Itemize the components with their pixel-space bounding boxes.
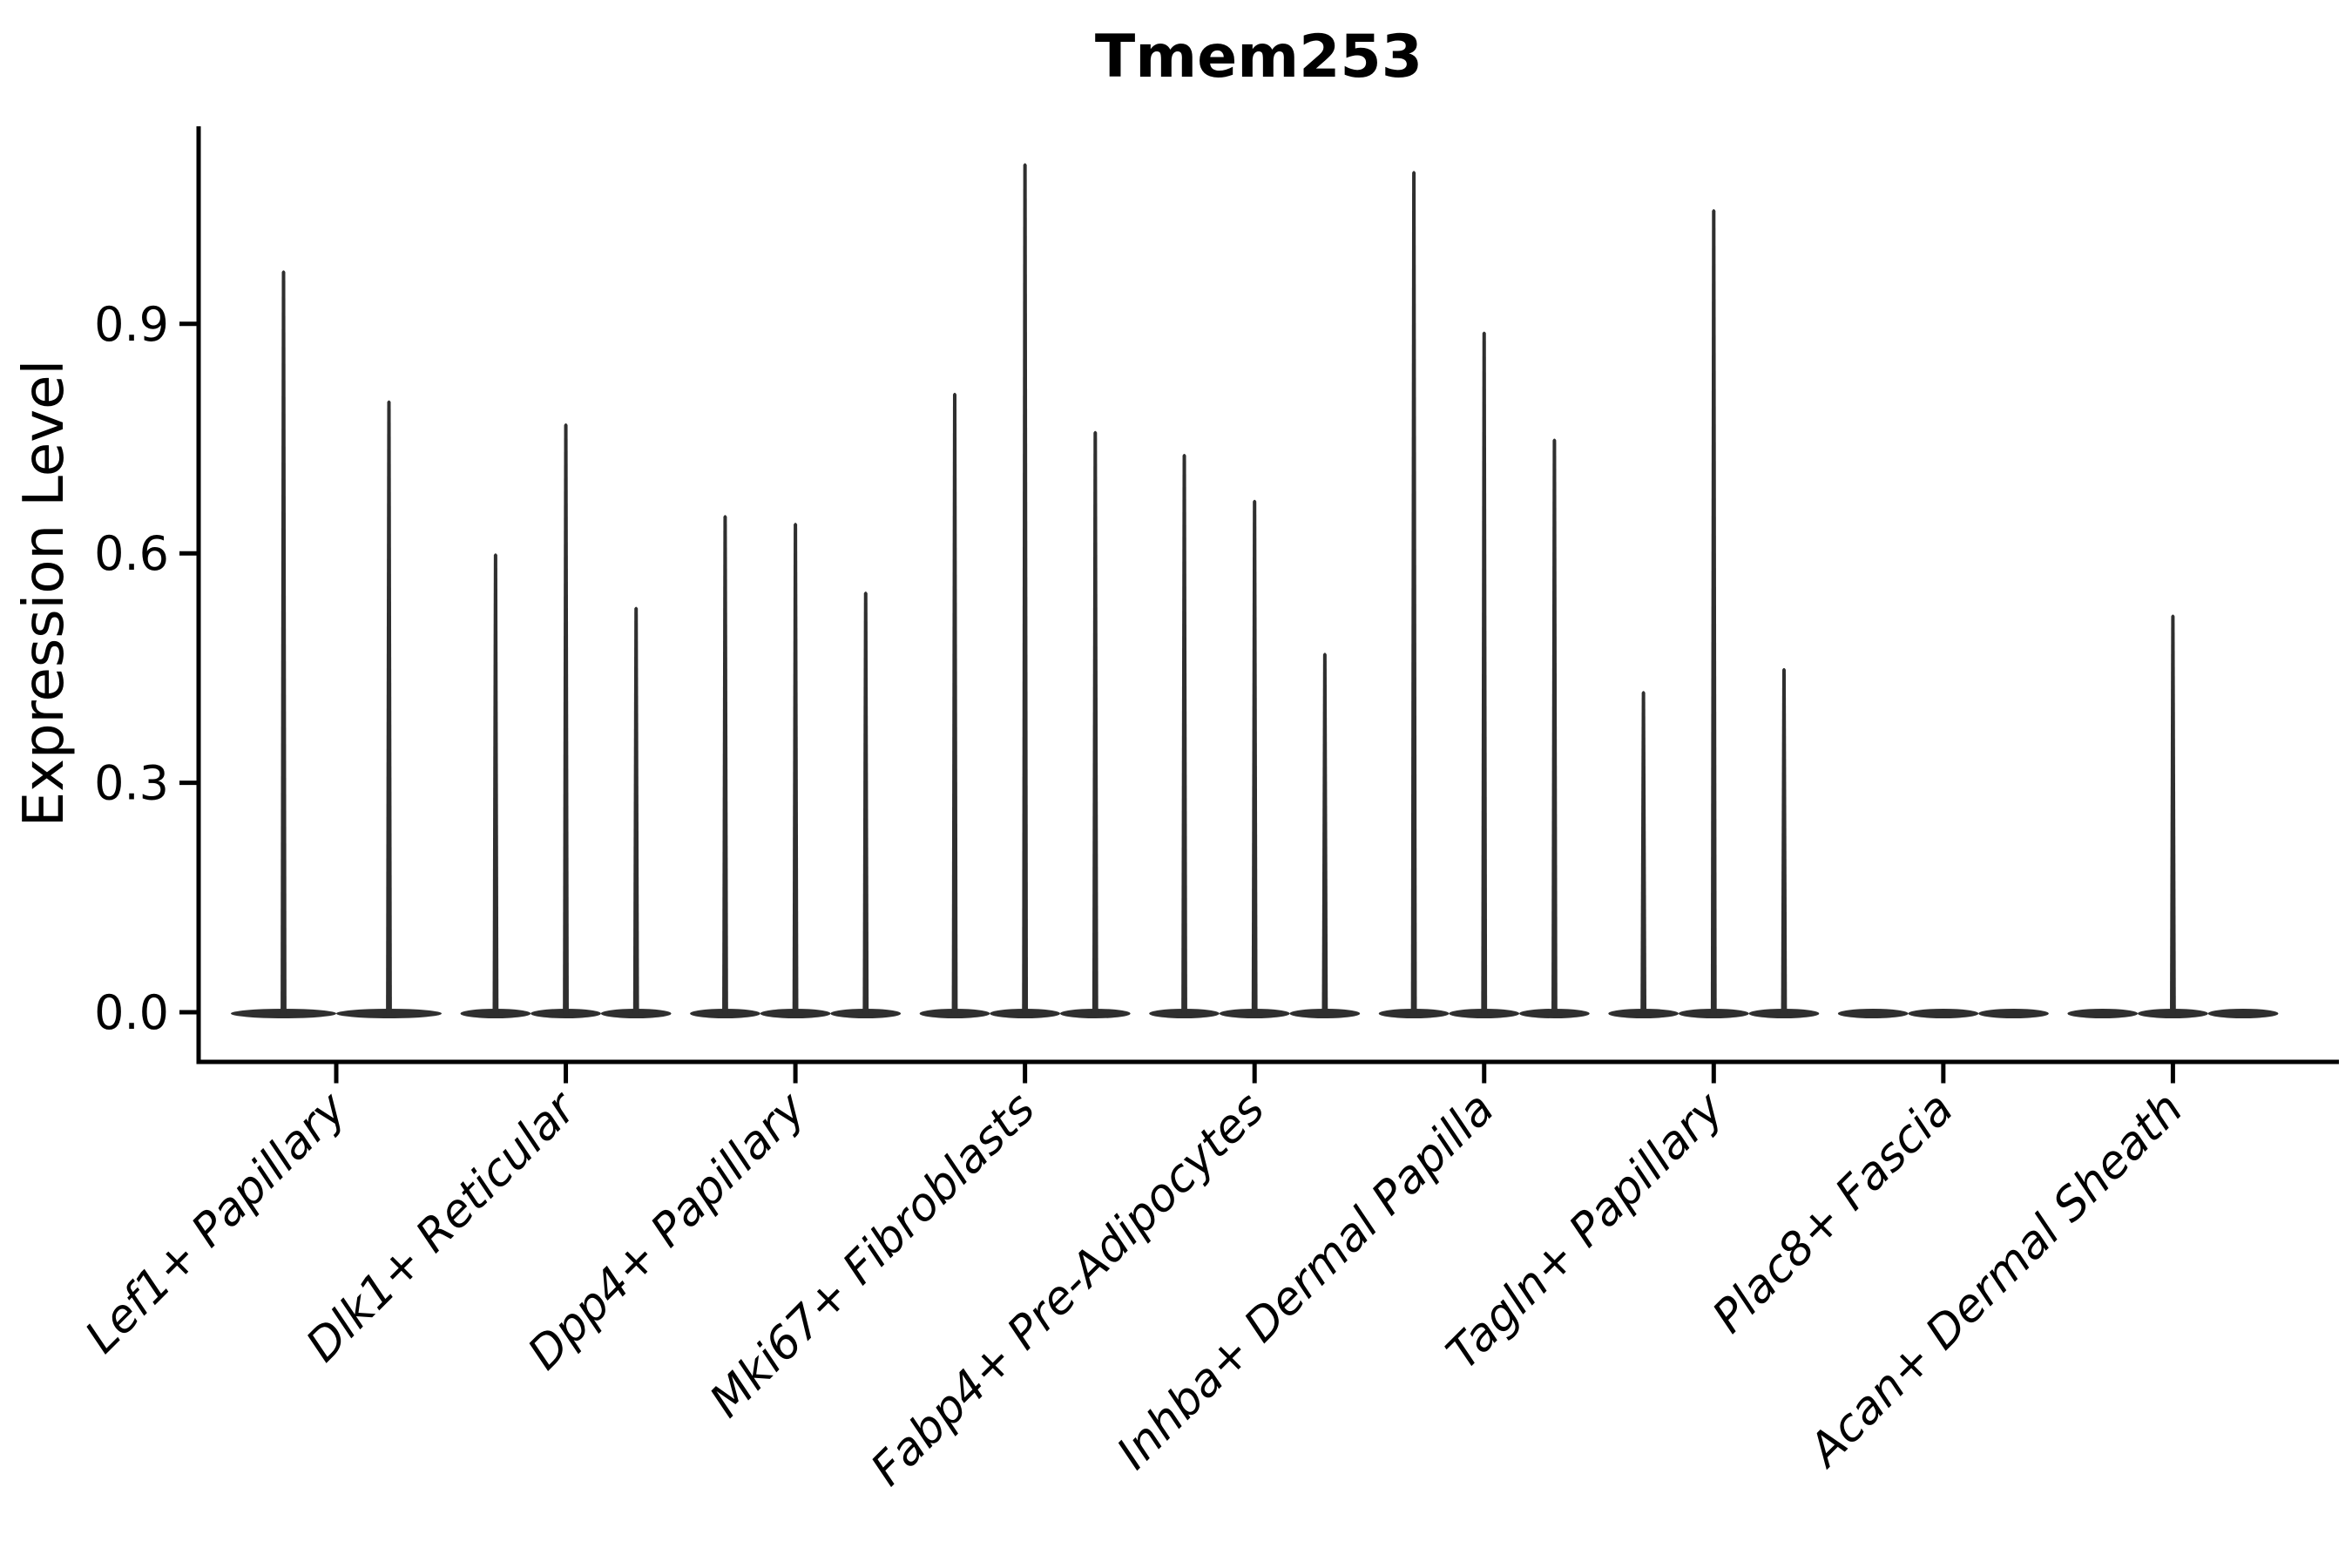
violin-body bbox=[2067, 1009, 2139, 1018]
violin-spike bbox=[1481, 331, 1488, 1015]
y-axis-label: Expression Level bbox=[12, 360, 77, 828]
x-tick-label: Acan+ Dermal Sheath bbox=[1798, 1083, 2193, 1478]
violin-body bbox=[1978, 1009, 2049, 1018]
violin-spike bbox=[862, 591, 869, 1014]
violin-spike bbox=[1551, 438, 1558, 1014]
violins-layer bbox=[231, 163, 2279, 1018]
y-tick-label: 0.6 bbox=[94, 526, 169, 581]
violin-spike bbox=[386, 400, 392, 1015]
violin-spike bbox=[722, 515, 728, 1014]
y-tick-label: 0.0 bbox=[94, 985, 169, 1040]
x-tick-label: Plac8+ Fascia bbox=[1703, 1083, 1963, 1343]
violin-spike bbox=[632, 606, 639, 1014]
violin-spike bbox=[1321, 652, 1328, 1014]
x-tick-label: Inhba+ Dermal Papilla bbox=[1107, 1083, 1504, 1480]
violin-spike bbox=[1640, 691, 1647, 1014]
violin-spike bbox=[1710, 209, 1717, 1015]
violin-spike bbox=[1251, 499, 1258, 1014]
plot-title: Tmem253 bbox=[1095, 23, 1423, 91]
violin-spike bbox=[1092, 430, 1098, 1015]
violin-spike bbox=[1781, 667, 1788, 1014]
violin-spike bbox=[792, 523, 799, 1014]
violin-spike bbox=[563, 422, 569, 1014]
violin-body bbox=[2207, 1009, 2279, 1018]
violin-spike bbox=[492, 553, 499, 1014]
violin-spike bbox=[1410, 171, 1417, 1014]
y-tick-label: 0.9 bbox=[94, 297, 169, 352]
violin-spike bbox=[2170, 614, 2176, 1014]
violin-body bbox=[1908, 1009, 1979, 1018]
violin-body bbox=[1837, 1009, 1909, 1018]
x-tick-label: Fabp4+ Pre-Adipocytes bbox=[862, 1083, 1275, 1497]
violin-spike bbox=[1181, 454, 1187, 1014]
axes-layer bbox=[179, 126, 2339, 1084]
violin-spike bbox=[280, 270, 287, 1015]
y-tick-label: 0.3 bbox=[94, 756, 169, 811]
violin-spike bbox=[1022, 163, 1029, 1015]
violin-spike bbox=[951, 392, 958, 1014]
